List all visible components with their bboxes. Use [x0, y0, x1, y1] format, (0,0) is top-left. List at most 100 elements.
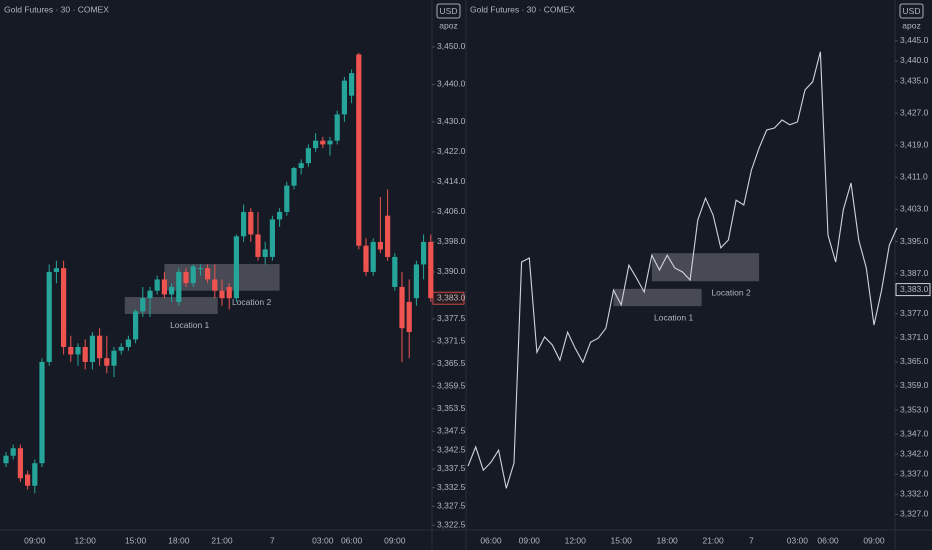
- chart-title: Gold Futures · 30 · COMEX: [4, 4, 109, 14]
- x-tick-label: 09:00: [384, 535, 406, 545]
- y-tick-label: 3,430.0: [437, 116, 466, 126]
- candle-body: [53, 268, 59, 272]
- y-tick-label: 3,337.5: [437, 463, 466, 473]
- candle-body: [399, 286, 405, 329]
- candle-body: [262, 249, 268, 257]
- chart-title: Gold Futures · 30 · COMEX: [470, 4, 575, 14]
- candle-body: [363, 245, 369, 272]
- candle-body: [104, 358, 110, 366]
- zone-label: Location 2: [711, 287, 750, 297]
- y-tick-label: 3,422.0: [437, 146, 466, 156]
- candle-body: [190, 266, 196, 284]
- y-tick-label: 3,403.0: [900, 204, 929, 214]
- currency-box: [436, 3, 461, 19]
- candle-body: [269, 219, 275, 257]
- x-tick-label: 06:00: [480, 535, 502, 545]
- zone-label: Location 1: [170, 320, 209, 330]
- y-tick-label: 3,406.0: [437, 206, 466, 216]
- candle-body: [17, 448, 23, 479]
- candle-body: [349, 73, 355, 96]
- candle-body: [183, 271, 189, 284]
- candle-body: [284, 185, 290, 212]
- y-tick-label: 3,347.5: [437, 426, 466, 436]
- zone-label: Location 1: [654, 312, 693, 322]
- y-tick-label: 3,332.5: [437, 482, 466, 492]
- last-price-label: 3,383.0: [437, 292, 466, 302]
- zone-box: [124, 297, 218, 314]
- candle-body: [370, 241, 376, 272]
- x-tick-label: 21:00: [702, 535, 724, 545]
- candle-body: [89, 335, 95, 362]
- last-price-box: [432, 291, 465, 305]
- currency: USD: [903, 6, 921, 16]
- candle-body: [356, 54, 362, 246]
- candle-body: [334, 114, 340, 141]
- candle-body: [212, 279, 218, 291]
- candle-body: [161, 279, 167, 295]
- candle-body: [32, 463, 38, 486]
- candle-body: [255, 234, 261, 257]
- candle-body: [226, 286, 232, 299]
- y-tick-label: 3,332.0: [900, 489, 929, 499]
- candle-body: [291, 168, 297, 186]
- candle-body: [68, 346, 74, 355]
- candle-body: [233, 236, 239, 299]
- candle-body: [39, 361, 45, 464]
- y-tick-label: 3,395.0: [900, 236, 929, 246]
- y-tick-label: 3,390.0: [437, 266, 466, 276]
- candle-body: [197, 268, 203, 270]
- candle-body: [406, 301, 412, 332]
- y-tick-label: 3,440.0: [437, 79, 466, 89]
- x-tick-label: 21:00: [211, 535, 233, 545]
- y-tick-label: 3,411.0: [900, 172, 928, 182]
- y-tick-label: 3,327.5: [437, 501, 466, 511]
- candle-body: [176, 271, 182, 302]
- y-tick-label: 3,353.0: [900, 404, 929, 414]
- x-tick-label: 18:00: [657, 535, 679, 545]
- x-tick-label: 09:00: [24, 535, 46, 545]
- x-tick-label: 09:00: [519, 535, 541, 545]
- currency: USD: [440, 6, 458, 16]
- y-tick-label: 3,371.0: [900, 332, 929, 342]
- candle-body: [25, 474, 31, 486]
- y-tick-label: 3,347.0: [900, 428, 929, 438]
- last-price-label: 3,383.0: [900, 284, 929, 294]
- candle-body: [205, 268, 211, 280]
- y-tick-label: 3,450.0: [437, 41, 466, 51]
- x-tick-label: 15:00: [125, 535, 147, 545]
- y-tick-label: 3,440.0: [900, 55, 929, 65]
- candle-body: [320, 140, 326, 145]
- candle-body: [313, 140, 319, 149]
- y-tick-label: 3,322.5: [437, 519, 466, 529]
- candle-body: [413, 264, 419, 299]
- y-tick-label: 3,387.0: [900, 268, 929, 278]
- candle-body: [133, 311, 139, 340]
- candle-body: [111, 350, 117, 366]
- candle-body: [298, 163, 304, 169]
- x-tick-label: 03:00: [787, 535, 809, 545]
- currency-box: [899, 3, 924, 19]
- zone-box: [613, 288, 702, 307]
- y-tick-label: 3,342.5: [437, 444, 466, 454]
- x-tick-label: 09:00: [863, 535, 885, 545]
- candle-body: [377, 241, 383, 250]
- candle-body: [248, 211, 254, 235]
- unit-label: apoz: [902, 20, 920, 30]
- candle-body: [46, 271, 52, 362]
- candle-body: [385, 215, 391, 257]
- candle-body: [147, 290, 153, 299]
- x-tick-label: 12:00: [565, 535, 587, 545]
- candle-body: [392, 256, 398, 287]
- zone-box: [651, 253, 760, 282]
- y-tick-label: 3,353.5: [437, 403, 466, 413]
- candle-body: [241, 211, 247, 237]
- y-tick-label: 3,427.0: [900, 107, 929, 117]
- candle-body: [61, 268, 67, 347]
- y-tick-label: 3,435.0: [900, 75, 929, 85]
- candle-body: [118, 346, 124, 351]
- x-tick-label: 15:00: [611, 535, 633, 545]
- candle-body: [3, 455, 9, 464]
- y-tick-label: 3,337.0: [900, 468, 929, 478]
- y-tick-label: 3,365.5: [437, 358, 466, 368]
